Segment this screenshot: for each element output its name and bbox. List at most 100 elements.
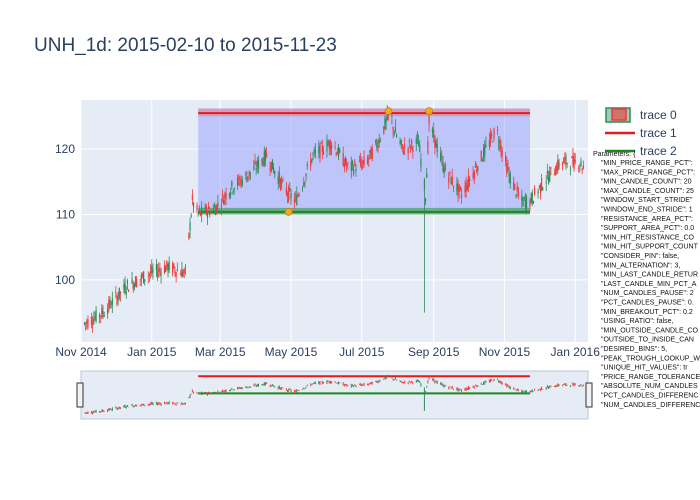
candle-body (564, 157, 566, 160)
candle-body (303, 182, 305, 186)
candle-body (400, 140, 402, 145)
candle-body (213, 206, 216, 208)
candle-body (496, 129, 499, 132)
candle-body (271, 159, 274, 170)
candle-body (524, 199, 526, 208)
candle-body (321, 144, 323, 153)
parameter-line: "MAX_CANDLE_COUNT": 25 (601, 188, 694, 195)
candle-body (458, 184, 460, 192)
candle-body (509, 173, 511, 184)
legend-item-trace-0[interactable]: trace 0 (605, 107, 677, 123)
candle-body (571, 156, 573, 158)
candle-body (516, 186, 518, 192)
candle-body (152, 269, 154, 273)
parameter-line: "RESISTANCE_AREA_PCT": (601, 216, 693, 223)
candle-body (484, 144, 486, 156)
candle-body (305, 173, 307, 177)
candle-body (101, 307, 103, 318)
candle-body (237, 178, 239, 186)
candle-body (355, 168, 357, 172)
candle-body (441, 157, 443, 159)
range-slider[interactable] (76, 370, 593, 420)
candle-body (540, 178, 543, 190)
candle-body (297, 195, 299, 197)
y-tick-label: 120 (55, 142, 75, 156)
parameter-line: "WINDOW_START_STRIDE" (601, 197, 693, 204)
candle-body (481, 160, 484, 162)
candle-body (545, 182, 547, 184)
parameter-line: "PEAK_TROUGH_LOOKUP_W (601, 355, 700, 362)
range-slider-handle-left[interactable] (76, 382, 84, 408)
candle-body (190, 215, 192, 217)
candle-body (411, 139, 413, 144)
candle-body (163, 265, 166, 274)
candle-body (460, 194, 463, 199)
candle-body (132, 282, 134, 290)
candle-body (499, 139, 501, 150)
parameter-line: "ABSOLUTE_NUM_CANDLES (601, 383, 698, 390)
candle-body (257, 159, 260, 169)
candle-body (312, 153, 314, 155)
candle-body (531, 192, 533, 204)
candle-body (306, 164, 308, 166)
candle-body (167, 264, 169, 272)
candle-body (361, 162, 363, 169)
candle-body (493, 128, 495, 140)
parameter-line: "MIN_CANDLE_COUNT": 20 (601, 179, 692, 186)
range-slider-background (80, 370, 589, 420)
candle-body (311, 158, 313, 163)
candle-body (529, 200, 531, 207)
x-tick-label: Nov 2015 (479, 345, 531, 359)
parameters-annotation: Parameters: { "MIN_PRICE_RANGE_PCT": "MAX… (593, 151, 700, 409)
candle-body (246, 176, 248, 182)
candle-body (224, 193, 226, 198)
candle-body (431, 128, 434, 133)
candle-body (329, 140, 332, 151)
candle-body (482, 148, 485, 158)
candle-body (456, 183, 458, 192)
candle-body (572, 155, 574, 165)
candle-body (489, 133, 492, 143)
candle-body (188, 232, 190, 239)
candle-body (107, 308, 109, 314)
candle-body (488, 140, 490, 147)
candle-body (90, 316, 93, 325)
legend-item-trace-1[interactable]: trace 1 (605, 126, 677, 140)
parameter-line: "MIN_HIT_RESISTANCE_CO (601, 234, 695, 241)
candle-body (517, 193, 519, 196)
y-tick-label: 100 (55, 273, 75, 287)
candle-body (547, 176, 550, 184)
candle-body (383, 126, 385, 134)
candle-body (119, 291, 122, 294)
candle-body (385, 118, 387, 123)
candle-body (476, 169, 478, 172)
candle-body (554, 172, 557, 176)
candle-body (492, 141, 494, 143)
parameter-line: "CONSIDER_PIN": false, (601, 253, 679, 260)
candle-body (148, 273, 151, 276)
candle-body (191, 195, 193, 200)
range-slider-handle-right[interactable] (585, 382, 593, 408)
candle-body (269, 167, 271, 170)
candle-body (254, 161, 256, 164)
candle-body (320, 142, 322, 144)
candle-body (477, 166, 479, 172)
hit-markers (284, 107, 433, 216)
candle-body (83, 322, 86, 324)
candle-body (327, 144, 329, 146)
candle-body (433, 129, 435, 139)
candle-body (347, 162, 349, 165)
candle-body (115, 292, 117, 293)
candle-body (480, 150, 482, 161)
candle-body (285, 188, 287, 194)
candle-body (239, 181, 241, 185)
legend-item-trace-2[interactable]: trace 2 (605, 144, 677, 158)
candle-body (241, 179, 243, 186)
candle-body (126, 280, 129, 284)
candle-body (205, 205, 207, 214)
candle-body (525, 196, 528, 209)
candle-body (172, 263, 174, 274)
candle-body (344, 157, 347, 165)
candle-body (386, 112, 388, 120)
candle-body (220, 205, 222, 208)
